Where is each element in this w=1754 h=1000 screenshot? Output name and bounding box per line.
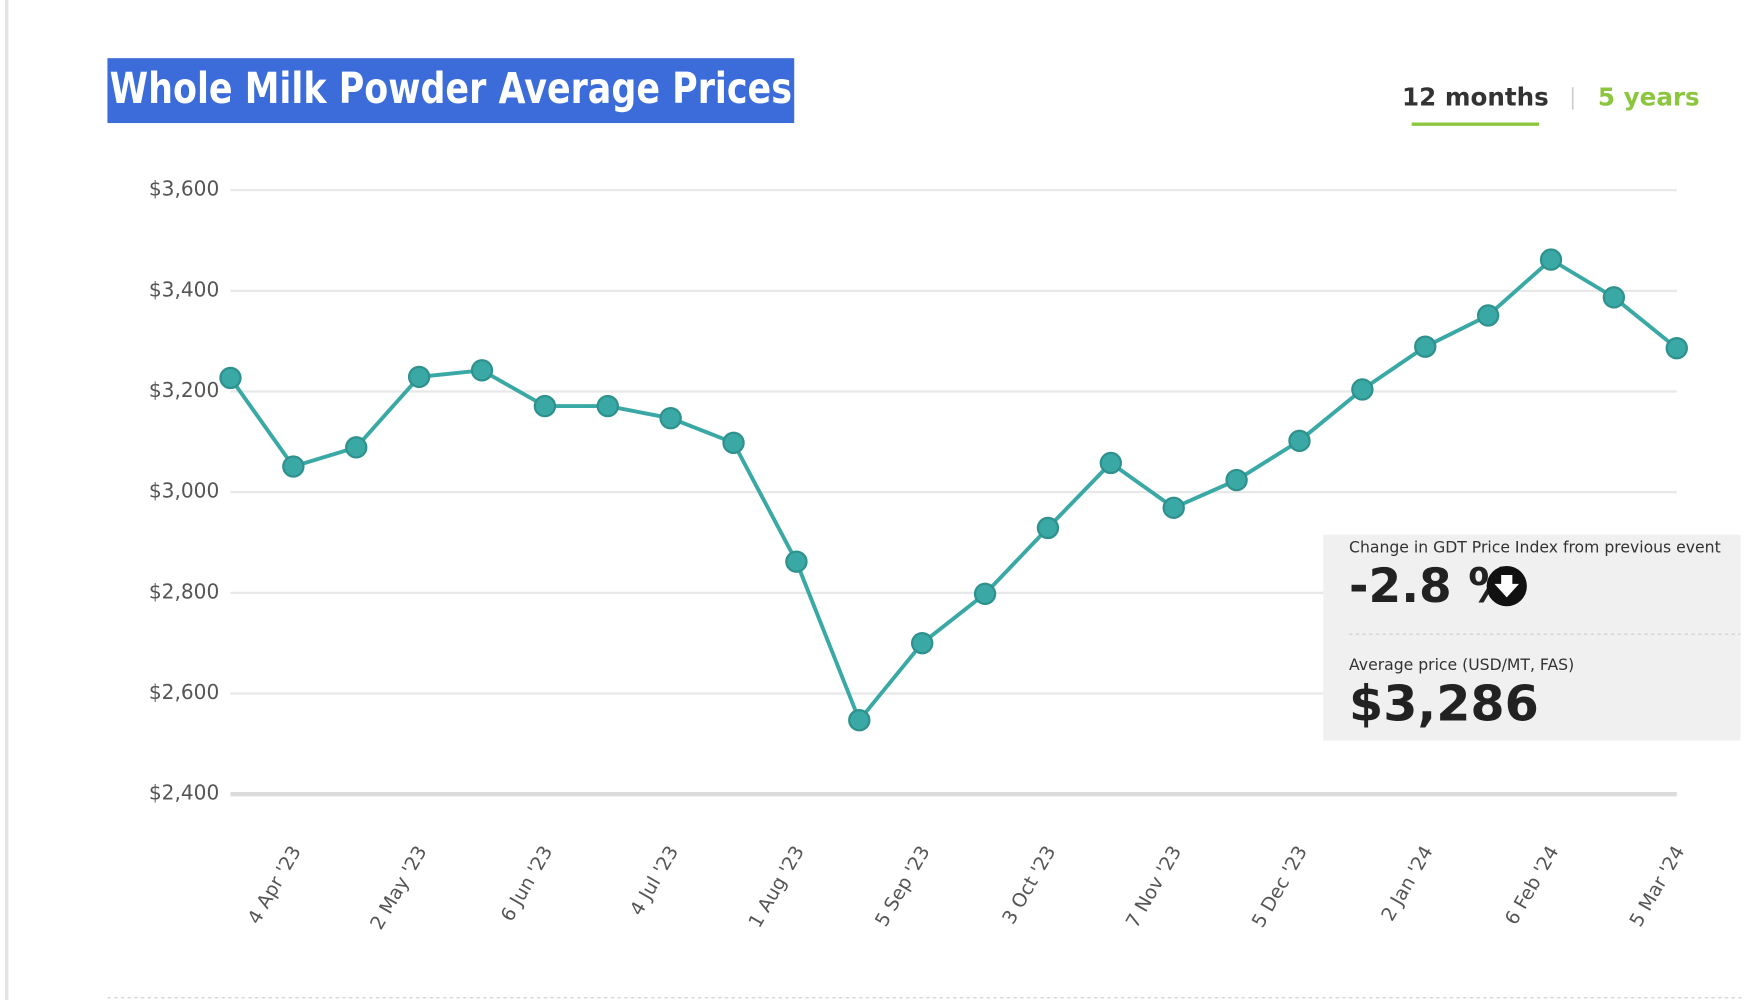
marker — [470, 359, 494, 382]
marker — [1665, 337, 1688, 360]
marker — [282, 455, 305, 478]
y-tick-label: $3,000 — [149, 479, 219, 503]
marker — [1225, 468, 1248, 492]
marker — [407, 365, 431, 389]
chart-title: Whole Milk Powder Average Prices — [110, 65, 792, 114]
price-label: Average price (USD/MT, FAS) — [1349, 655, 1574, 674]
tab-12-months[interactable]: 12 months — [1402, 82, 1549, 111]
marker — [1036, 516, 1060, 540]
marker — [973, 582, 997, 606]
marker — [722, 431, 745, 455]
marker — [1351, 378, 1374, 401]
marker — [1476, 304, 1500, 327]
marker — [1602, 286, 1626, 309]
marker — [785, 550, 808, 573]
y-tick-label: $2,600 — [149, 680, 219, 704]
tab-5-years[interactable]: 5 years — [1598, 82, 1700, 111]
marker — [596, 394, 619, 418]
marker — [1288, 429, 1311, 453]
marker — [219, 366, 242, 390]
marker — [1414, 335, 1437, 358]
marker — [1099, 451, 1123, 475]
y-tick-label: $2,400 — [149, 781, 219, 805]
marker — [1162, 496, 1185, 519]
marker — [848, 709, 871, 732]
down-arrow-glyph — [1494, 574, 1520, 598]
info-panel — [1323, 534, 1741, 741]
marker — [659, 406, 682, 430]
y-tick-label: $3,200 — [149, 378, 219, 402]
marker — [910, 631, 934, 655]
marker — [345, 436, 368, 459]
title-highlight — [107, 58, 795, 124]
marker — [1539, 248, 1563, 271]
y-tick-label: $3,600 — [149, 177, 219, 201]
change-label: Change in GDT Price Index from previous … — [1349, 538, 1721, 557]
y-tick-label: $2,800 — [149, 579, 219, 603]
marker — [533, 394, 557, 418]
y-tick-label: $3,400 — [149, 277, 219, 301]
price-value: $3,286 — [1349, 674, 1539, 732]
